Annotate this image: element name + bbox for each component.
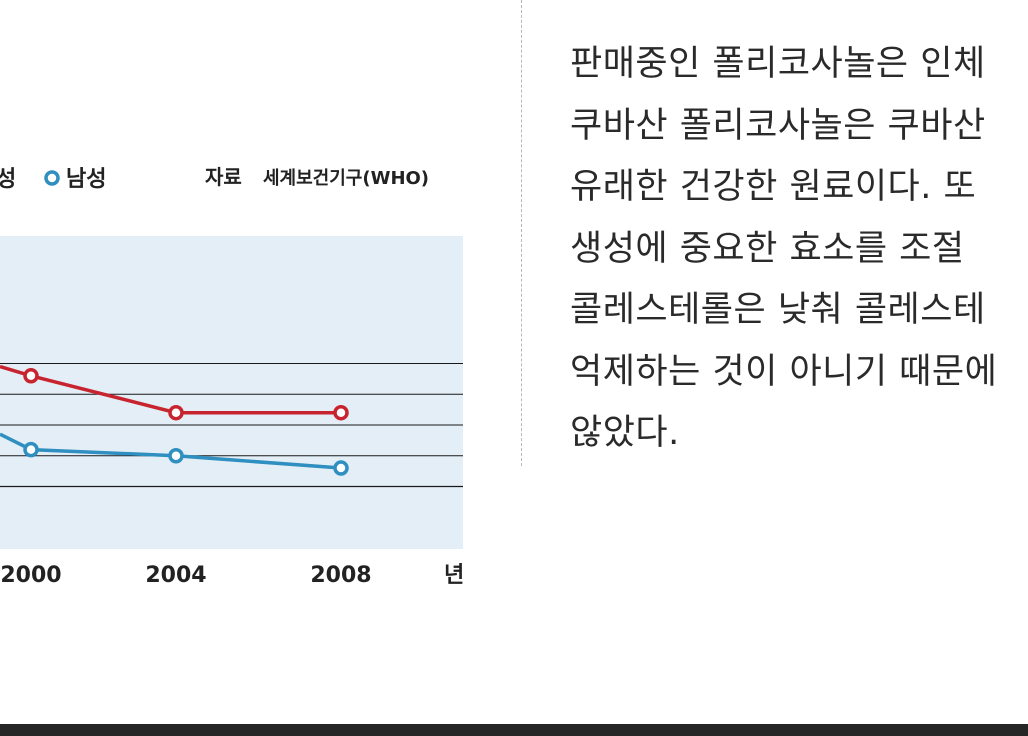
plot-background — [0, 236, 463, 549]
article-line-6: 억제하는 것이 아니기 때문에 — [570, 351, 998, 392]
series-line-1 — [0, 432, 342, 470]
chart-area: 2000 2004 2008 성 남성 자료 세계보건기구(WHO) 년 — [0, 0, 500, 640]
source-text: 세계보건기구(WHO) — [263, 168, 429, 189]
series-lines — [0, 364, 342, 470]
article-line-1: 판매중인 폴리코사놀은 인체 — [570, 44, 986, 84]
x-axis-unit: 년 — [444, 563, 464, 588]
data-point-0-2 — [333, 404, 349, 421]
column-divider — [521, 0, 522, 466]
grid-lines — [0, 363, 463, 488]
article-line-2: 쿠바산 폴리코사놀은 쿠바산 — [570, 105, 986, 146]
article-line-4: 생성에 중요한 효소를 조절 — [570, 228, 965, 269]
data-point-1-2 — [333, 460, 349, 476]
x-tick-label: 2000 — [0, 563, 61, 588]
legend-female-label: 성 — [0, 167, 16, 192]
series-points — [23, 368, 349, 476]
source-label: 자료 — [205, 165, 242, 189]
article-line-3: 유래한 건강한 원료이다. 또 — [570, 167, 977, 207]
legend-male-label: 남성 — [66, 167, 106, 192]
x-tick-label: 2004 — [145, 563, 206, 588]
x-tick-label: 2008 — [310, 563, 371, 588]
data-point-1-1 — [168, 448, 184, 464]
article-line-5: 콜레스테롤은 낮춰 콜레스테 — [570, 290, 986, 330]
data-point-0-1 — [168, 404, 184, 421]
data-point-0-0 — [23, 368, 39, 384]
footer-bar — [0, 724, 1028, 736]
article-line-7: 않았다. — [570, 413, 680, 453]
data-point-1-0 — [23, 441, 39, 458]
line-chart: 2000 2004 2008 성 남성 자료 세계보건기구(WHO) 년 — [0, 165, 464, 588]
x-tick-labels: 2000 2004 2008 — [0, 563, 371, 588]
article-text: 판매중인 폴리코사놀은 인체 쿠바산 폴리코사놀은 쿠바산 유래한 건강한 원료… — [570, 34, 1028, 465]
series-line-0 — [0, 364, 341, 415]
legend-male-marker — [44, 170, 60, 186]
